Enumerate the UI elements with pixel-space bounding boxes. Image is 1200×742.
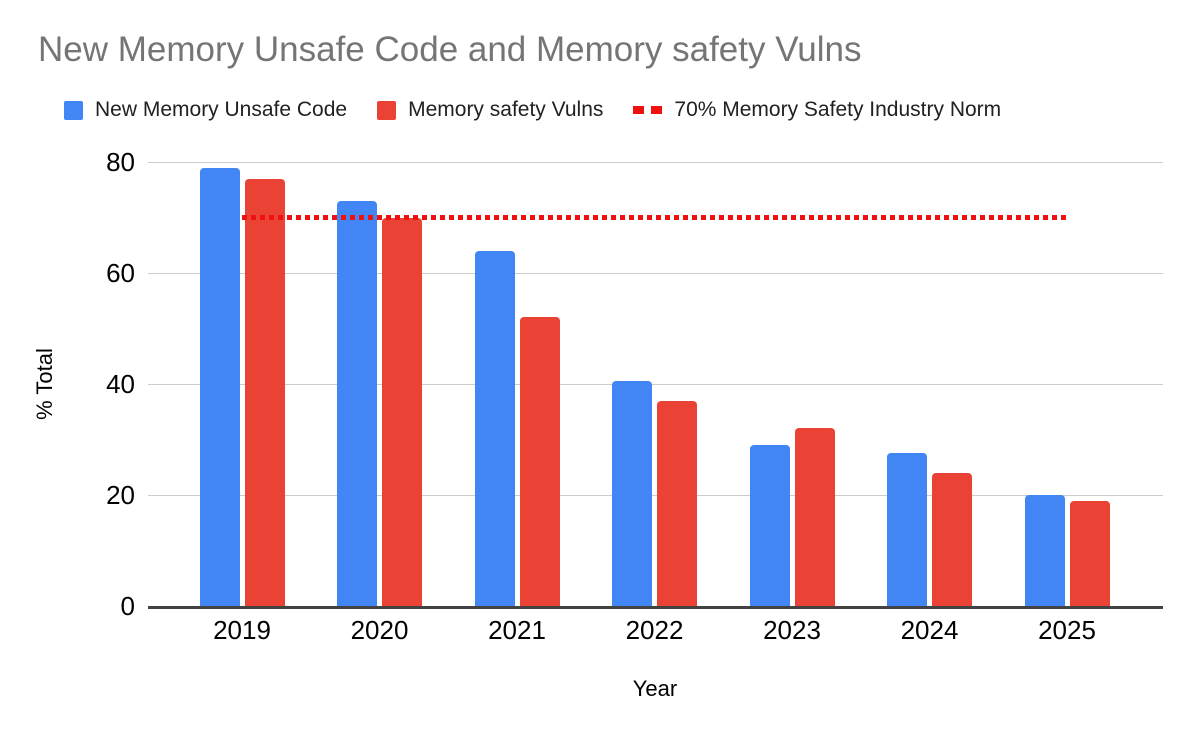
x-tick-label: 2023 (763, 615, 821, 645)
bar-2020-memory-safety-vulns[interactable] (382, 217, 422, 606)
legend-swatch-blue-square (64, 100, 83, 120)
plot-area: 2019 2020 2021 2022 2023 2024 2025 (148, 162, 1163, 645)
bar-2025-memory-safety-vulns[interactable] (1069, 500, 1110, 606)
x-tick-label: 2019 (213, 615, 271, 645)
y-tick-label: 60 (106, 258, 135, 288)
legend-label-new-memory-unsafe-code: New Memory Unsafe Code (95, 98, 348, 121)
y-tick-label: 80 (106, 147, 135, 177)
x-tick-label: 2021 (488, 615, 546, 645)
gridline (148, 384, 1163, 385)
bar-2023-memory-safety-vulns[interactable] (794, 428, 835, 606)
gridline (148, 273, 1163, 274)
y-tick-label: 0 (120, 591, 135, 621)
chart-title: New Memory Unsafe Code and Memory safety… (38, 30, 862, 69)
bar-2022-memory-safety-vulns[interactable] (657, 400, 697, 606)
bar-2022-new-memory-unsafe-code[interactable] (612, 381, 652, 606)
legend-item-memory-safety-vulns[interactable]: Memory safety Vulns (377, 98, 603, 122)
x-axis-title: Year (632, 676, 678, 701)
legend-item-new-memory-unsafe-code[interactable]: New Memory Unsafe Code (64, 98, 347, 122)
x-tick-label: 2020 (350, 615, 409, 645)
x-tick-label: 2022 (625, 615, 684, 645)
industry-norm-line[interactable] (242, 215, 1067, 220)
bar-2021-memory-safety-vulns[interactable] (519, 317, 560, 606)
bar-2024-new-memory-unsafe-code[interactable] (887, 453, 927, 606)
y-tick-label: 20 (106, 480, 135, 510)
legend-label-memory-safety-vulns: Memory safety Vulns (408, 98, 604, 121)
bar-2025-new-memory-unsafe-code[interactable] (1024, 495, 1065, 606)
bar-2023-new-memory-unsafe-code[interactable] (749, 445, 790, 606)
gridline (148, 495, 1163, 496)
bar-2020-new-memory-unsafe-code[interactable] (337, 200, 377, 606)
legend: New Memory Unsafe Code Memory safety Vul… (64, 98, 1001, 122)
bar-2024-memory-safety-vulns[interactable] (932, 472, 972, 606)
bar-2019-memory-safety-vulns[interactable] (244, 178, 285, 606)
bar-2019-new-memory-unsafe-code[interactable] (199, 167, 240, 606)
legend-item-industry-norm[interactable]: 70% Memory Safety Industry Norm (633, 98, 1001, 122)
bar-2021-new-memory-unsafe-code[interactable] (474, 250, 515, 606)
gridline (148, 162, 1163, 163)
legend-swatch-dotted-line (633, 106, 663, 114)
x-tick-label: 2025 (1038, 615, 1096, 645)
legend-swatch-red-square (377, 100, 397, 120)
legend-label-industry-norm: 70% Memory Safety Industry Norm (674, 98, 1002, 121)
x-tick-label: 2024 (900, 615, 959, 645)
y-tick-label: 40 (106, 369, 135, 399)
